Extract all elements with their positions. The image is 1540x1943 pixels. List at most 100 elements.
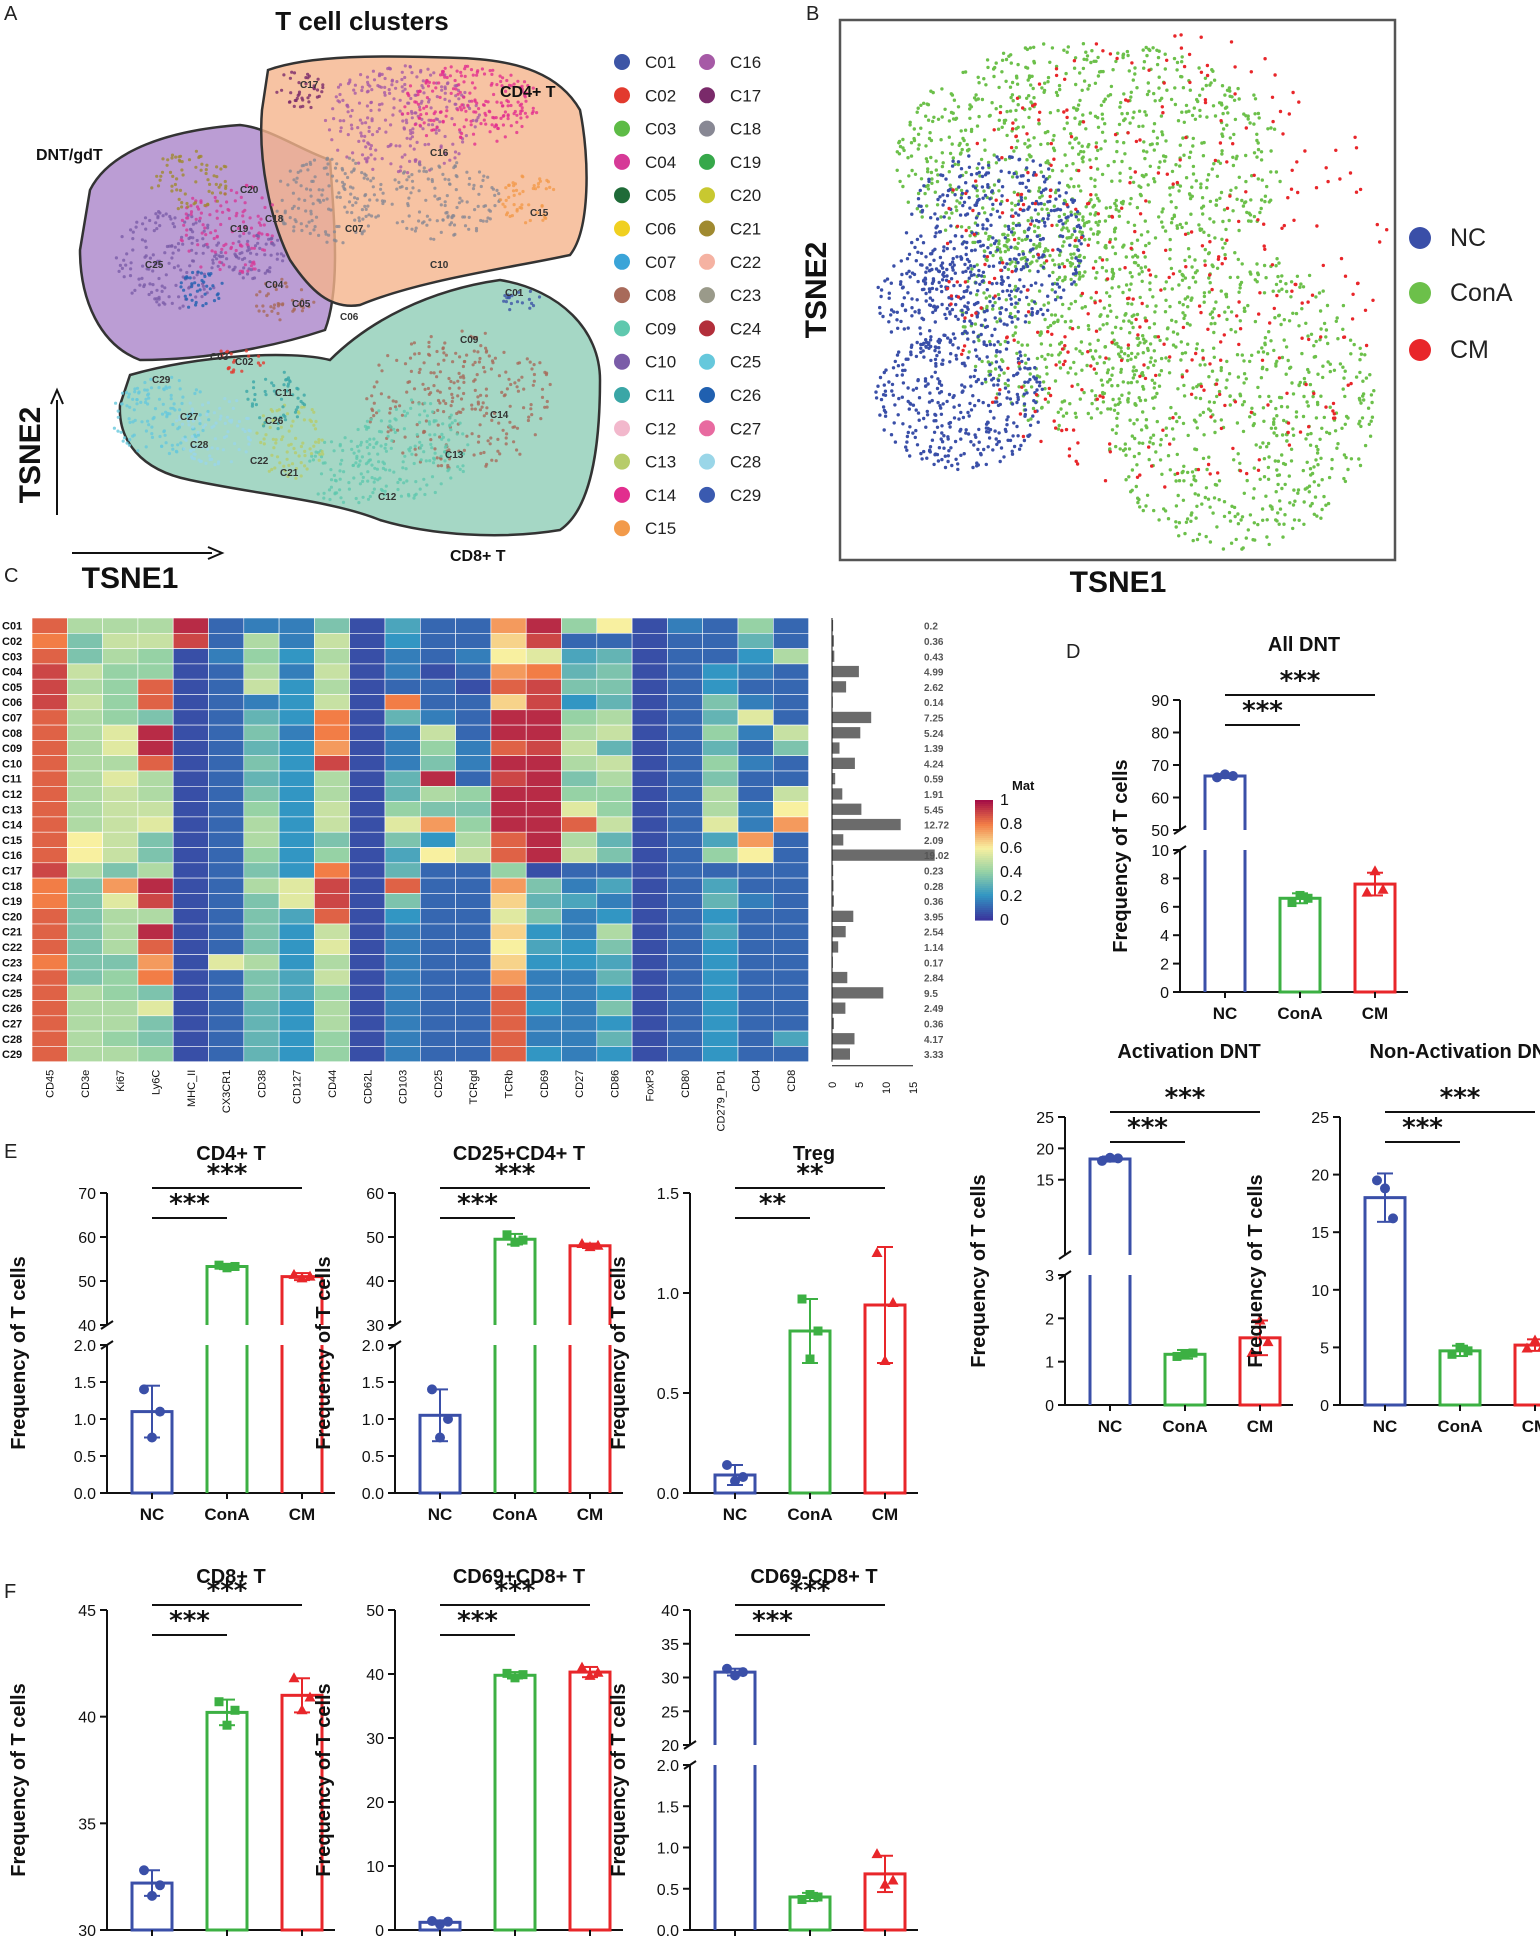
tsne-point [1141, 48, 1145, 52]
tsne-point [1226, 111, 1230, 115]
tsne-point [994, 61, 998, 65]
tsne-point [1127, 475, 1131, 479]
tsne-point [1151, 442, 1155, 446]
tsne-point [381, 201, 385, 206]
tsne-point [1151, 433, 1156, 437]
cluster-tag-c05: C05 [292, 299, 311, 310]
tsne-point [1186, 342, 1190, 346]
tsne-point [916, 411, 921, 415]
tsne-point [410, 173, 414, 177]
tsne-point [304, 209, 308, 213]
tsne-point [988, 197, 992, 201]
legend-label-c13: C13 [645, 453, 676, 472]
tsne-point [1179, 358, 1183, 362]
tsne-point [420, 221, 425, 225]
tsne-point [269, 305, 273, 309]
tsne-point [365, 75, 370, 79]
tsne-point [1137, 109, 1142, 113]
tsne-point [935, 179, 940, 184]
tsne-point [199, 459, 203, 463]
tsne-point [116, 409, 120, 413]
tsne-point [920, 215, 924, 219]
tsne-point [449, 476, 453, 480]
tsne-point [964, 310, 969, 315]
tsne-point [1207, 407, 1211, 411]
tsne-point [1168, 237, 1172, 242]
tsne-point [440, 70, 445, 75]
tsne-point [1069, 252, 1073, 256]
tsne-point [1212, 330, 1216, 335]
tsne-point [459, 108, 464, 112]
tsne-point [994, 239, 998, 243]
tsne-point [518, 103, 522, 107]
tsne-point [1177, 415, 1182, 420]
tsne-point [1118, 354, 1122, 359]
tsne-point [1119, 100, 1123, 105]
tsne-point [190, 407, 194, 411]
tsne-point [1142, 140, 1146, 144]
tsne-point [1151, 129, 1156, 133]
tsne-point [951, 117, 956, 121]
tsne-point [379, 419, 383, 423]
tsne-point [1016, 260, 1020, 265]
tsne-point [1206, 252, 1211, 256]
tsne-point [448, 386, 452, 390]
tsne-point [229, 420, 233, 424]
tsne-point [364, 173, 368, 177]
tsne-point [1170, 169, 1175, 174]
panel-a: T cell clusters C17C16C15C10C07C20C18C19… [14, 6, 761, 595]
tsne-point [529, 403, 533, 407]
tsne-point [959, 453, 963, 457]
tsne-point [1190, 511, 1194, 515]
tsne-point [1213, 482, 1218, 487]
tsne-point [297, 92, 301, 96]
tsne-point [1182, 479, 1186, 483]
tsne-point [1160, 133, 1165, 137]
tsne-point [127, 395, 131, 399]
tsne-point [959, 167, 964, 171]
tsne-point [194, 251, 198, 255]
tsne-point [1213, 114, 1218, 118]
tsne-point [164, 410, 168, 414]
tsne-point [1123, 442, 1128, 446]
tsne-point [928, 268, 932, 273]
tsne-point [1291, 526, 1295, 531]
tsne-point [1136, 343, 1140, 347]
tsne-point [451, 87, 456, 91]
tsne-point [270, 203, 274, 207]
tsne-point [235, 211, 239, 215]
tsne-point [210, 425, 214, 429]
tsne-point [1210, 167, 1215, 171]
tsne-point [1065, 218, 1070, 223]
tsne-point [299, 222, 303, 226]
tsne-point [1135, 205, 1140, 210]
tsne-point [191, 425, 195, 429]
tsne-point [1022, 266, 1026, 270]
tsne-point [1057, 265, 1062, 269]
tsne-point [1013, 246, 1017, 250]
tsne-point [500, 84, 504, 88]
tsne-point [501, 202, 505, 206]
tsne-point [273, 416, 277, 420]
tsne-point [347, 487, 351, 491]
tsne-point [425, 483, 429, 487]
tsne-point [959, 257, 964, 261]
tsne-point [1158, 443, 1163, 447]
tsne-point [1141, 334, 1145, 338]
tsne-point [1199, 182, 1203, 186]
tsne-point [1026, 145, 1030, 149]
tsne-point [1079, 189, 1083, 193]
tsne-point [329, 485, 333, 489]
tsne-point [122, 436, 127, 440]
tsne-point [279, 425, 283, 429]
tsne-point [924, 255, 928, 259]
tsne-point [999, 169, 1003, 173]
tsne-point [1239, 518, 1243, 522]
tsne-point [449, 428, 453, 432]
tsne-point [230, 370, 234, 374]
tsne-point [229, 188, 233, 192]
tsne-point [158, 178, 162, 182]
tsne-point [128, 274, 133, 278]
tsne-point [1014, 74, 1019, 78]
cluster-tag-c22: C22 [250, 456, 269, 467]
